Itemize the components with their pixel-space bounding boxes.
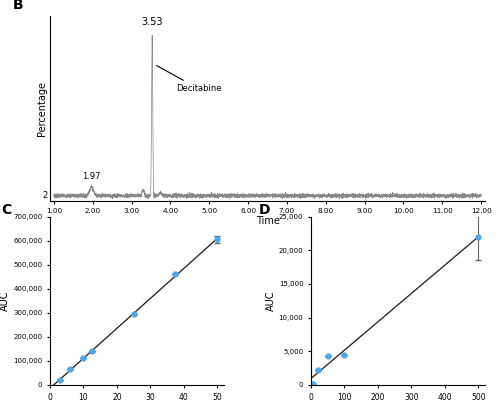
Text: D: D	[259, 203, 270, 217]
Y-axis label: AUC: AUC	[0, 290, 10, 311]
Y-axis label: AUC: AUC	[266, 290, 276, 311]
Text: C: C	[2, 203, 12, 217]
X-axis label: Time: Time	[256, 215, 280, 225]
Text: B: B	[13, 0, 24, 12]
Text: Decitabine: Decitabine	[156, 65, 222, 93]
Text: 1.97: 1.97	[82, 172, 101, 181]
Y-axis label: Percentage: Percentage	[37, 81, 47, 136]
Text: 3.53: 3.53	[142, 17, 163, 27]
Text: 2: 2	[42, 191, 48, 200]
